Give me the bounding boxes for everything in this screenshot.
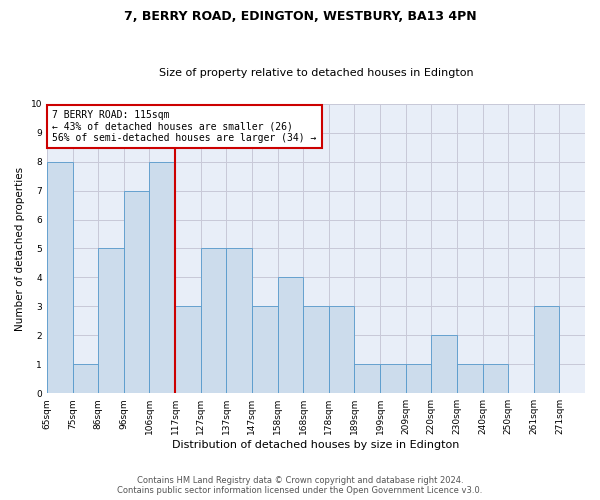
Bar	[457, 364, 482, 393]
Text: 7, BERRY ROAD, EDINGTON, WESTBURY, BA13 4PN: 7, BERRY ROAD, EDINGTON, WESTBURY, BA13 …	[124, 10, 476, 23]
Y-axis label: Number of detached properties: Number of detached properties	[15, 166, 25, 330]
Bar	[303, 306, 329, 393]
X-axis label: Distribution of detached houses by size in Edington: Distribution of detached houses by size …	[172, 440, 460, 450]
Bar	[47, 162, 73, 393]
Bar	[431, 336, 457, 393]
Bar	[149, 162, 175, 393]
Text: 7 BERRY ROAD: 115sqm
← 43% of detached houses are smaller (26)
56% of semi-detac: 7 BERRY ROAD: 115sqm ← 43% of detached h…	[52, 110, 317, 143]
Bar	[226, 248, 252, 393]
Text: Contains HM Land Registry data © Crown copyright and database right 2024.
Contai: Contains HM Land Registry data © Crown c…	[118, 476, 482, 495]
Bar	[278, 278, 303, 393]
Bar	[98, 248, 124, 393]
Bar	[200, 248, 226, 393]
Bar	[175, 306, 200, 393]
Bar	[329, 306, 355, 393]
Bar	[406, 364, 431, 393]
Bar	[252, 306, 278, 393]
Bar	[380, 364, 406, 393]
Bar	[124, 190, 149, 393]
Bar	[355, 364, 380, 393]
Bar	[534, 306, 559, 393]
Bar	[73, 364, 98, 393]
Title: Size of property relative to detached houses in Edington: Size of property relative to detached ho…	[158, 68, 473, 78]
Bar	[482, 364, 508, 393]
